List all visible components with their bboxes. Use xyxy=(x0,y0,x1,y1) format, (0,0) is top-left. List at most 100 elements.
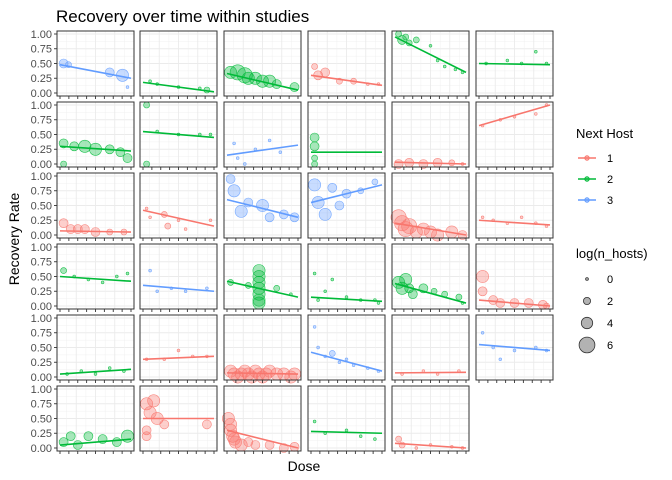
data-point xyxy=(273,284,281,292)
legend-size-circle xyxy=(583,296,592,305)
fit-line xyxy=(394,161,467,165)
data-point xyxy=(395,435,402,443)
data-point xyxy=(252,296,266,310)
y-tick-label: 1.00 xyxy=(31,100,52,112)
facet-panel-33 xyxy=(222,385,302,454)
fit-line xyxy=(226,280,299,298)
y-tick-label: 0.25 xyxy=(31,428,52,440)
fit-line xyxy=(142,355,215,361)
data-point xyxy=(78,139,92,153)
legend-color-label: 1 xyxy=(607,153,613,165)
fit-line xyxy=(478,104,551,127)
data-point xyxy=(115,274,119,279)
y-tick-label: 1.00 xyxy=(31,171,52,183)
data-point xyxy=(373,437,377,441)
fit-line xyxy=(142,130,215,139)
fit-line xyxy=(478,343,551,352)
data-point xyxy=(141,431,152,442)
data-point xyxy=(107,366,112,370)
legend-size-item-2: 2 xyxy=(583,296,613,308)
data-point xyxy=(414,446,418,450)
data-point xyxy=(236,156,240,160)
data-point xyxy=(455,293,463,301)
data-point xyxy=(376,301,381,305)
facet-panel-22 xyxy=(307,243,386,312)
data-point xyxy=(311,160,318,168)
y-tick-label: 0.25 xyxy=(31,144,52,156)
data-point xyxy=(100,280,105,285)
data-point xyxy=(65,431,76,442)
y-tick-label: 0.00 xyxy=(31,159,52,171)
data-point xyxy=(264,212,275,223)
data-point xyxy=(477,286,488,297)
data-point xyxy=(498,357,502,361)
legend-color-item-3: 3 xyxy=(578,195,613,207)
data-point xyxy=(453,67,458,72)
data-point xyxy=(311,63,318,70)
fit-line xyxy=(226,198,299,219)
data-point xyxy=(442,64,447,69)
data-point xyxy=(278,150,282,154)
fit-line xyxy=(226,72,299,91)
data-point xyxy=(344,428,349,432)
data-point xyxy=(312,419,317,424)
facet-panel-24 xyxy=(475,243,554,312)
facet-panel-18 xyxy=(475,172,554,241)
data-point xyxy=(111,437,122,447)
facet-panel-7: 0.00 0.25 0.50 0.75 1.00 xyxy=(31,100,135,171)
y-tick-label: 0.50 xyxy=(31,200,52,212)
data-point xyxy=(371,178,379,186)
y-tick-label: 0.00 xyxy=(31,301,52,313)
data-point xyxy=(147,394,161,408)
legend-color-label: 3 xyxy=(607,195,613,207)
data-point xyxy=(435,58,440,63)
legend-size-item-6: 6 xyxy=(578,336,613,354)
facet-panel-12 xyxy=(475,101,554,170)
data-point xyxy=(309,132,320,143)
y-tick-label: 0.75 xyxy=(31,186,52,198)
legend-size-item-0: 0 xyxy=(585,274,613,286)
legend-size-label: 2 xyxy=(607,296,613,308)
data-point xyxy=(330,277,334,282)
y-tick-label: 0.25 xyxy=(31,357,52,369)
facet-panel-27 xyxy=(223,314,302,384)
data-point xyxy=(323,289,327,293)
fit-line xyxy=(310,184,383,204)
facet-panel-1: 0.00 0.25 0.50 0.75 1.00 xyxy=(31,29,135,100)
facet-grid: 0.000.250.500.751.000.000.250.500.751.00… xyxy=(31,29,554,455)
facet-panel-16 xyxy=(307,172,386,241)
legend-size-title: log(n_hosts) xyxy=(576,246,648,261)
data-point xyxy=(183,289,188,293)
data-point xyxy=(327,183,338,193)
facet-panel-4 xyxy=(307,30,386,99)
fit-line xyxy=(394,282,467,304)
y-tick-label: 0.25 xyxy=(31,215,52,227)
data-point xyxy=(267,138,272,143)
data-point xyxy=(534,112,538,116)
data-point xyxy=(205,286,209,290)
data-point xyxy=(407,289,418,300)
facet-panel-26 xyxy=(139,314,218,383)
facet-panel-19: 0.00 0.25 0.50 0.75 1.00 xyxy=(31,242,135,313)
fit-line xyxy=(59,438,132,446)
facet-panel-3 xyxy=(223,30,302,99)
data-point xyxy=(344,357,349,361)
legend-color-item-1: 1 xyxy=(578,153,613,165)
data-point xyxy=(320,67,331,78)
data-point xyxy=(60,160,67,168)
data-point xyxy=(143,160,150,168)
fit-line xyxy=(226,372,299,375)
fit-line xyxy=(142,284,215,293)
y-tick-label: 1.00 xyxy=(31,242,52,254)
fit-line xyxy=(142,209,215,227)
facet-panel-6 xyxy=(475,30,554,99)
data-point xyxy=(308,178,321,192)
fit-line xyxy=(310,430,383,435)
data-point xyxy=(183,227,188,231)
data-point xyxy=(93,372,98,376)
data-point xyxy=(164,222,172,230)
fit-line xyxy=(59,275,132,283)
y-tick-label: 0.75 xyxy=(31,44,52,56)
y-tick-label: 0.00 xyxy=(31,230,52,242)
facet-panel-23 xyxy=(391,243,470,312)
